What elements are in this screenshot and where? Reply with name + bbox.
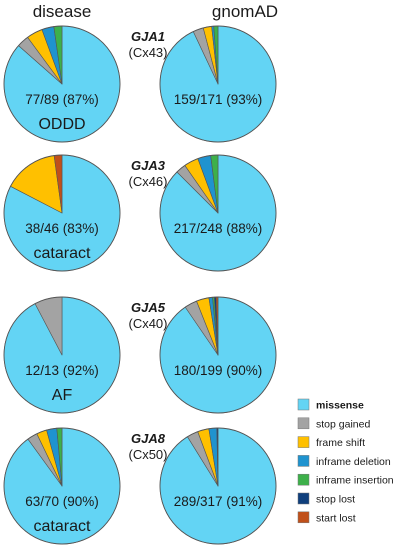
pie-disease-gja1-outline (3, 25, 121, 143)
pie-gnomad-gja5: 180/199 (90%) (159, 296, 277, 414)
legend-label-inframe-deletion: inframe deletion (316, 456, 391, 468)
legend-item-missense: missense (297, 398, 364, 412)
pie-gnomad-gja3: 217/248 (88%) (159, 154, 277, 272)
pie-disease-gja5-phenotype: AF (52, 387, 73, 404)
legend: missense stop gained frame shift inframe de… (297, 398, 394, 524)
legend-label-frame-shift: frame shift (316, 437, 365, 449)
gene-name-gja5: GJA5 (131, 300, 166, 315)
pie-gnomad-gja8-label: 289/317 (91%) (174, 494, 263, 509)
pie-disease-gja3-phenotype: cataract (34, 245, 91, 262)
pie-gnomad-gja1-label: 159/171 (93%) (174, 92, 263, 107)
pie-gnomad-gja5-label: 180/199 (90%) (174, 363, 263, 378)
pie-disease-gja5: 12/13 (92%) AF (3, 296, 121, 414)
gene-name-gja1: GJA1 (131, 29, 165, 44)
legend-label-inframe-insertion: inframe insertion (316, 475, 394, 487)
legend-label-stop-gained: stop gained (316, 418, 370, 430)
gene-name-gja8: GJA8 (131, 431, 166, 446)
legend-label-missense: missense (316, 400, 364, 412)
pie-disease-gja8-phenotype: cataract (34, 518, 91, 535)
legend-swatch-stop-gained (297, 417, 310, 430)
pie-disease-gja3-outline (3, 154, 121, 272)
legend-item-start-lost: start lost (297, 511, 356, 524)
legend-item-stop-lost: stop lost (297, 492, 355, 506)
pie-grid: 77/89 (87%) ODDD 159/171 (93%) GJA1(Cx43) 38… (3, 25, 277, 545)
protein-name-gja8: (Cx50) (128, 447, 167, 462)
legend-swatch-stop-lost (297, 492, 310, 505)
pie-gnomad-gja5-outline (159, 296, 277, 414)
pie-disease-gja8: 63/70 (90%) cataract (3, 427, 121, 545)
gene-name-gja3: GJA3 (131, 158, 166, 173)
pie-disease-gja1: 77/89 (87%) ODDD (3, 25, 121, 143)
protein-name-gja1: (Cx43) (128, 45, 167, 60)
legend-label-stop-lost: stop lost (316, 494, 355, 506)
column-header-disease: disease (33, 2, 92, 21)
legend-swatch-inframe-insertion (297, 473, 310, 486)
pie-disease-gja1-label: 77/89 (87%) (25, 92, 99, 107)
protein-name-gja3: (Cx46) (128, 174, 167, 189)
legend-item-inframe-insertion: inframe insertion (297, 473, 394, 487)
pie-gnomad-gja3-label: 217/248 (88%) (174, 221, 263, 236)
legend-swatch-inframe-deletion (297, 455, 310, 467)
pie-gnomad-gja1: 159/171 (93%) (159, 25, 277, 143)
pie-disease-gja1-phenotype: ODDD (38, 116, 85, 133)
pie-disease-gja8-outline (3, 427, 121, 545)
pie-gnomad-gja3-outline (159, 154, 277, 272)
pie-gnomad-gja8: 289/317 (91%) (159, 427, 277, 545)
pie-disease-gja8-label: 63/70 (90%) (25, 494, 99, 509)
legend-item-inframe-deletion: inframe deletion (297, 455, 391, 468)
pie-disease-gja3: 38/46 (83%) cataract (3, 154, 121, 272)
legend-swatch-start-lost (297, 511, 310, 524)
column-header-gnomad: gnomAD (212, 2, 278, 21)
legend-swatch-missense (297, 398, 310, 411)
legend-item-stop-gained: stop gained (297, 417, 370, 430)
legend-item-frame-shift: frame shift (297, 436, 365, 449)
pie-gnomad-gja8-outline (159, 427, 277, 545)
pie-gnomad-gja1-outline (159, 25, 277, 143)
legend-swatch-frame-shift (297, 436, 310, 448)
protein-name-gja5: (Cx40) (128, 316, 167, 331)
legend-label-start-lost: start lost (316, 512, 356, 524)
pie-disease-gja5-label: 12/13 (92%) (25, 363, 99, 378)
pie-disease-gja5-outline (3, 296, 121, 414)
pie-disease-gja3-label: 38/46 (83%) (25, 221, 99, 236)
